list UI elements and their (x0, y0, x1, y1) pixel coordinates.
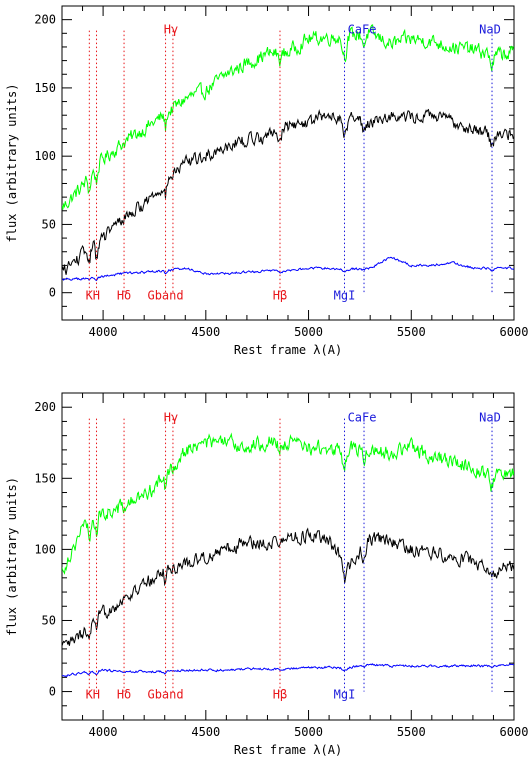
x-axis-title: Rest frame λ(A) (234, 743, 342, 757)
feature-label: Hβ (273, 289, 287, 303)
feature-label: CaFe (348, 410, 377, 424)
y-tick-label: 200 (34, 400, 56, 414)
feature-label: MgI (334, 289, 356, 303)
y-tick-label: 100 (34, 149, 56, 163)
feature-label: NaD (479, 410, 501, 424)
series-line-3 (62, 256, 514, 282)
chart-panel-2: 4000 4500 5000 5500 6000 0 50 100 150 200 Rest fra… (5, 392, 529, 757)
y-tick-label: 50 (42, 217, 56, 231)
y-tick-label: 0 (49, 685, 56, 699)
x-tick-label: 4500 (191, 725, 220, 739)
x-tick-label: 4000 (89, 325, 118, 339)
x-tick-label: 5000 (294, 325, 323, 339)
y-tick-label: 150 (34, 81, 56, 95)
plot-frame (61, 5, 515, 321)
feature-label: Hγ (164, 22, 178, 36)
feature-label: CaFe (348, 22, 377, 36)
x-axis-title: Rest frame λ(A) (234, 343, 342, 357)
series-line-3 (62, 663, 514, 678)
feature-label: NaD (479, 22, 501, 36)
feature-label: Hδ (117, 688, 131, 702)
x-tick-label: 4500 (191, 325, 220, 339)
chart-panel-1: 4000 4500 5000 5500 6000 0 50 100 150 200 Rest fra… (5, 5, 529, 357)
y-axis-title: flux (arbitrary units) (5, 84, 19, 243)
feature-label: MgI (334, 688, 356, 702)
x-tick-label: 5500 (397, 325, 426, 339)
feature-label: Hγ (164, 410, 178, 424)
series-line-1 (62, 432, 514, 575)
feature-label: Gband (147, 688, 183, 702)
x-tick-label: 6000 (500, 325, 529, 339)
series-line-2 (62, 108, 514, 275)
y-axis-title: flux (arbitrary units) (5, 477, 19, 636)
x-tick-label: 5000 (294, 725, 323, 739)
feature-label: Hδ (117, 289, 131, 303)
x-tick-label: 5500 (397, 725, 426, 739)
y-tick-label: 200 (34, 13, 56, 27)
feature-label: Hβ (273, 688, 287, 702)
x-tick-label: 4000 (89, 725, 118, 739)
feature-label: KH (86, 688, 100, 702)
feature-label: KH (86, 289, 100, 303)
series-line-2 (62, 527, 514, 647)
y-tick-label: 100 (34, 542, 56, 556)
y-tick-label: 150 (34, 471, 56, 485)
series-line-1 (62, 24, 514, 210)
x-tick-label: 6000 (500, 725, 529, 739)
y-tick-label: 50 (42, 613, 56, 627)
y-tick-label: 0 (49, 286, 56, 300)
feature-label: Gband (147, 289, 183, 303)
